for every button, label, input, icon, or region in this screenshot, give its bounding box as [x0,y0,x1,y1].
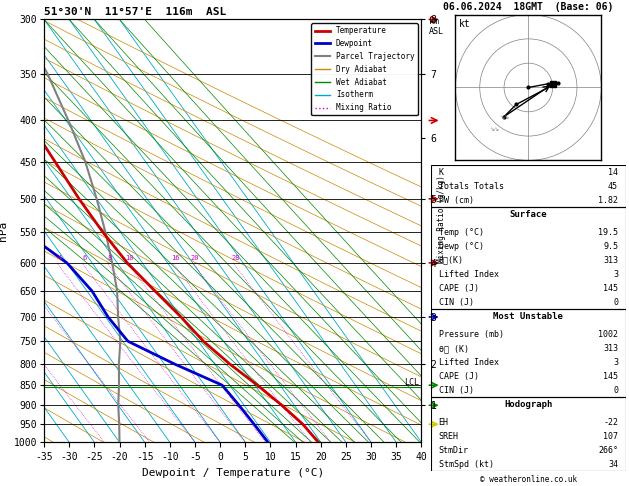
Text: 313: 313 [603,344,618,353]
Text: 107: 107 [603,432,618,441]
Text: Totals Totals: Totals Totals [438,182,504,191]
Text: θᴇ (K): θᴇ (K) [438,344,469,353]
Text: StmDir: StmDir [438,446,469,455]
Text: CIN (J): CIN (J) [438,298,474,307]
Text: 20: 20 [191,255,199,261]
Text: kt: kt [459,19,470,29]
Text: 45: 45 [608,182,618,191]
Legend: Temperature, Dewpoint, Parcel Trajectory, Dry Adiabat, Wet Adiabat, Isotherm, Mi: Temperature, Dewpoint, Parcel Trajectory… [311,23,418,115]
Text: Dewp (°C): Dewp (°C) [438,242,484,251]
Text: Lifted Index: Lifted Index [438,358,499,367]
Text: Hodograph: Hodograph [504,400,552,409]
Text: SREH: SREH [438,432,459,441]
Text: 313: 313 [603,256,618,265]
Text: ⇘⇘: ⇘⇘ [489,124,499,133]
Text: 4: 4 [57,255,62,261]
Text: 3: 3 [613,270,618,279]
Text: 0: 0 [613,298,618,307]
Text: 266°: 266° [598,446,618,455]
Text: CAPE (J): CAPE (J) [438,284,479,293]
Text: 51°30'N  11°57'E  116m  ASL: 51°30'N 11°57'E 116m ASL [44,7,226,17]
Text: 6: 6 [82,255,87,261]
Text: 145: 145 [603,284,618,293]
Text: 28: 28 [231,255,240,261]
Text: θᴇ(K): θᴇ(K) [438,256,464,265]
Text: 1.82: 1.82 [598,196,618,205]
Text: Surface: Surface [509,210,547,219]
Text: LCL: LCL [404,378,419,387]
Text: CIN (J): CIN (J) [438,386,474,395]
Text: 34: 34 [608,460,618,469]
Text: 0: 0 [613,386,618,395]
Text: StmSpd (kt): StmSpd (kt) [438,460,494,469]
Text: -22: -22 [603,418,618,427]
Text: 9.5: 9.5 [603,242,618,251]
Text: km
ASL: km ASL [429,17,444,36]
Text: 3: 3 [613,358,618,367]
Text: EH: EH [438,418,448,427]
Text: 1002: 1002 [598,330,618,339]
Text: Mixing Ratio (g/kg): Mixing Ratio (g/kg) [437,175,446,262]
Text: K: K [438,168,443,177]
Text: 145: 145 [603,372,618,381]
Text: CAPE (J): CAPE (J) [438,372,479,381]
Bar [431,309,626,398]
Text: Most Unstable: Most Unstable [493,312,564,321]
Text: © weatheronline.co.uk: © weatheronline.co.uk [480,474,577,484]
Text: 10: 10 [126,255,134,261]
Bar [431,398,626,471]
Text: Pressure (mb): Pressure (mb) [438,330,504,339]
Y-axis label: hPa: hPa [0,221,8,241]
Text: Lifted Index: Lifted Index [438,270,499,279]
Bar [431,165,626,207]
Bar [431,207,626,309]
Text: 06.06.2024  18GMT  (Base: 06): 06.06.2024 18GMT (Base: 06) [443,2,613,12]
Text: ⇘⇘: ⇘⇘ [499,112,509,121]
Text: 14: 14 [608,168,618,177]
Text: Temp (°C): Temp (°C) [438,228,484,237]
Text: 8: 8 [108,255,112,261]
Text: PW (cm): PW (cm) [438,196,474,205]
Text: 19.5: 19.5 [598,228,618,237]
X-axis label: Dewpoint / Temperature (°C): Dewpoint / Temperature (°C) [142,468,324,478]
Text: 16: 16 [171,255,179,261]
